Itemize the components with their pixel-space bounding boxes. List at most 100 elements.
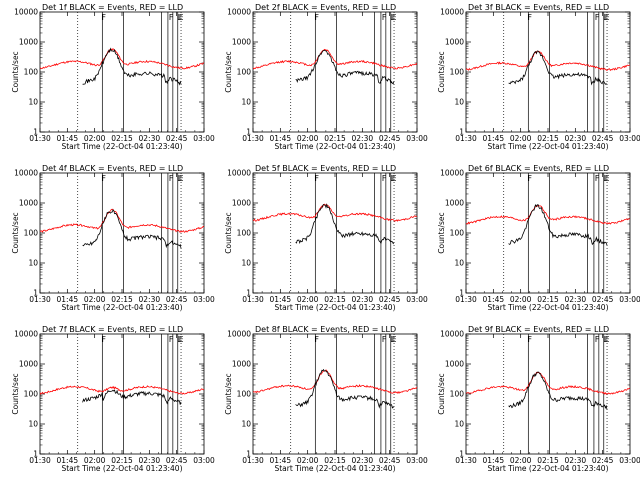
x-tick-label: 02:00 (297, 456, 319, 465)
x-tick-label: 01:30 (29, 295, 51, 304)
x-axis-label: Start Time (22-Oct-04 01:23:40) (61, 464, 182, 473)
events-series-line (295, 368, 395, 409)
panel-title: Det 8f BLACK = Events, RED = LLD (255, 325, 396, 334)
marker-label: L (603, 335, 608, 344)
marker-label: L (390, 174, 395, 183)
panel-4: 1 10 100 1000 10000 01:30 01:45 02:00 02:15 02:30… (11, 164, 215, 312)
y-axis-label: Counts/sec (224, 373, 233, 414)
marker-label: F (595, 13, 599, 22)
y-tick-label: 1 (246, 128, 251, 137)
x-tick-label: 03:00 (406, 456, 428, 465)
lld-series-line (253, 48, 417, 70)
marker-label: F (382, 335, 386, 344)
x-tick-label: 02:00 (84, 456, 106, 465)
y-tick-label: 10 (28, 98, 38, 107)
x-tick-label: 02:45 (166, 456, 188, 465)
y-tick-label: 1 (33, 289, 38, 298)
y-axis-label: Counts/sec (437, 51, 446, 92)
y-tick-label: 100 (237, 229, 252, 238)
marker-label: F (528, 174, 532, 183)
x-tick-label: 01:30 (242, 134, 264, 143)
marker-label: F (595, 335, 599, 344)
y-tick-label: 1 (459, 289, 464, 298)
x-tick-label: 02:15 (111, 456, 133, 465)
x-tick-label: 01:30 (455, 134, 477, 143)
y-axis-label: Counts/sec (11, 51, 20, 92)
lld-series-line (40, 208, 204, 233)
x-tick-label: 02:30 (352, 134, 374, 143)
marker-label: F (382, 13, 386, 22)
y-tick-label: 10 (241, 420, 251, 429)
panel-7: 1 10 100 1000 10000 01:30 01:45 02:00 02:15 02:30… (11, 325, 215, 473)
marker-label: E (605, 335, 610, 344)
marker-label: E (392, 335, 397, 344)
plot-area (40, 173, 204, 293)
marker-label: F (102, 335, 106, 344)
y-tick-label: 100 (237, 390, 252, 399)
marker-label: F (169, 174, 173, 183)
marker-label: L (603, 13, 608, 22)
x-tick-label: 01:45 (270, 134, 292, 143)
x-axis-label: Start Time (22-Oct-04 01:23:40) (61, 303, 182, 312)
y-tick-label: 1 (33, 450, 38, 459)
x-tick-label: 01:45 (270, 295, 292, 304)
y-axis-label: Counts/sec (437, 373, 446, 414)
marker-label: F (528, 335, 532, 344)
lld-series-line (253, 369, 417, 394)
marker-label: F (315, 335, 319, 344)
events-series-line (508, 50, 608, 86)
marker-label: L (390, 13, 395, 22)
x-tick-label: 03:00 (619, 134, 640, 143)
plot-frame (252, 333, 418, 455)
x-tick-label: 03:00 (619, 456, 640, 465)
y-tick-label: 100 (450, 390, 465, 399)
x-tick-label: 01:30 (242, 295, 264, 304)
marker-label: F (169, 335, 173, 344)
y-tick-label: 10000 (14, 330, 38, 339)
panel-5: 1 10 100 1000 10000 01:30 01:45 02:00 02:15 02:30… (224, 164, 428, 312)
y-tick-label: 10 (454, 98, 464, 107)
x-tick-label: 02:45 (592, 134, 614, 143)
lld-series-line (466, 371, 630, 395)
x-tick-label: 02:30 (139, 134, 161, 143)
plot-frame (39, 333, 205, 455)
y-axis-label: Counts/sec (11, 373, 20, 414)
x-tick-label: 02:45 (166, 134, 188, 143)
y-tick-label: 100 (450, 229, 465, 238)
events-series-line (82, 47, 182, 86)
y-tick-label: 1000 (232, 199, 251, 208)
x-tick-label: 02:15 (324, 134, 346, 143)
y-tick-label: 1000 (232, 360, 251, 369)
plot-area (253, 173, 417, 293)
x-tick-label: 03:00 (406, 295, 428, 304)
y-tick-label: 100 (24, 68, 39, 77)
y-tick-label: 10000 (227, 8, 251, 17)
y-axis-label: Counts/sec (11, 212, 20, 253)
panel-title: Det 9f BLACK = Events, RED = LLD (468, 325, 609, 334)
plot-frame (465, 172, 631, 294)
lld-series-line (40, 385, 204, 395)
x-tick-label: 02:15 (111, 295, 133, 304)
marker-label: F (102, 13, 106, 22)
y-tick-label: 10 (454, 259, 464, 268)
plot-frame (252, 172, 418, 294)
x-tick-label: 03:00 (406, 134, 428, 143)
x-tick-label: 03:00 (619, 295, 640, 304)
marker-label: F (102, 174, 106, 183)
marker-label: F (169, 13, 173, 22)
panel-title: Det 3f BLACK = Events, RED = LLD (468, 3, 609, 12)
plot-frame (39, 172, 205, 294)
lld-series-line (466, 204, 630, 225)
x-tick-label: 02:00 (510, 134, 532, 143)
panel-title: Det 2f BLACK = Events, RED = LLD (255, 3, 396, 12)
y-tick-label: 1 (246, 289, 251, 298)
y-tick-label: 10000 (14, 8, 38, 17)
plot-frame (39, 11, 205, 133)
x-tick-label: 03:00 (193, 134, 215, 143)
x-tick-label: 01:30 (455, 456, 477, 465)
x-tick-label: 02:30 (139, 456, 161, 465)
x-tick-label: 01:30 (455, 295, 477, 304)
x-axis-label: Start Time (22-Oct-04 01:23:40) (61, 142, 182, 151)
x-tick-label: 02:45 (379, 134, 401, 143)
x-tick-label: 02:30 (139, 295, 161, 304)
